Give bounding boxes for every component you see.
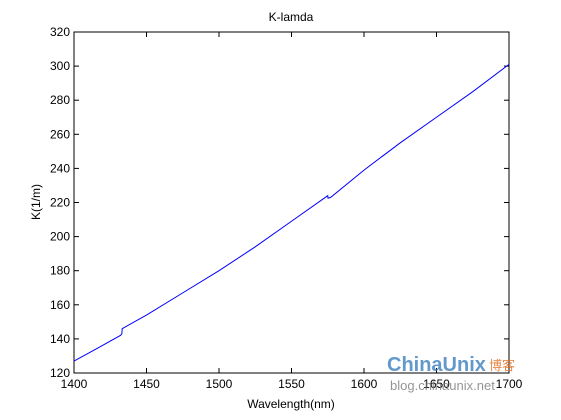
y-tick-label: 140 (50, 332, 70, 346)
y-tick-label: 320 (50, 25, 70, 39)
plot-area (73, 31, 510, 374)
y-tick-label: 280 (50, 93, 70, 107)
watermark-brand: ChinaUnix (387, 354, 486, 376)
x-tick-label: 1550 (278, 377, 305, 391)
watermark-url: blog.chinaunix.net (390, 378, 495, 393)
x-tick-label: 1450 (133, 377, 160, 391)
axis-tick-labels: 1400 1450 1500 1550 1600 1650 1700 120 140 160 180… (50, 25, 523, 391)
x-tick-label: 1700 (496, 377, 523, 391)
x-tick-label: 1400 (61, 377, 88, 391)
chart-title: K-lamda (269, 10, 314, 24)
y-tick-label: 240 (50, 161, 70, 175)
x-tick-label: 1650 (423, 377, 450, 391)
y-tick-label: 220 (50, 196, 70, 210)
y-tick-label: 180 (50, 264, 70, 278)
y-tick-label: 120 (50, 366, 70, 380)
watermark-brand-cn: 博客 (489, 358, 515, 373)
x-axis-title: Wavelength(nm) (247, 397, 335, 411)
x-tick-label: 1600 (351, 377, 378, 391)
y-tick-label: 300 (50, 59, 70, 73)
y-tick-label: 200 (50, 230, 70, 244)
series-line (73, 63, 510, 362)
watermark: ChinaUnix 博客 blog.chinaunix.net (387, 354, 515, 393)
x-tick-label: 1500 (206, 377, 233, 391)
y-axis-title: K(1/m) (29, 184, 43, 220)
y-tick-label: 260 (50, 127, 70, 141)
axis-ticks (73, 31, 510, 374)
y-tick-label: 160 (50, 298, 70, 312)
